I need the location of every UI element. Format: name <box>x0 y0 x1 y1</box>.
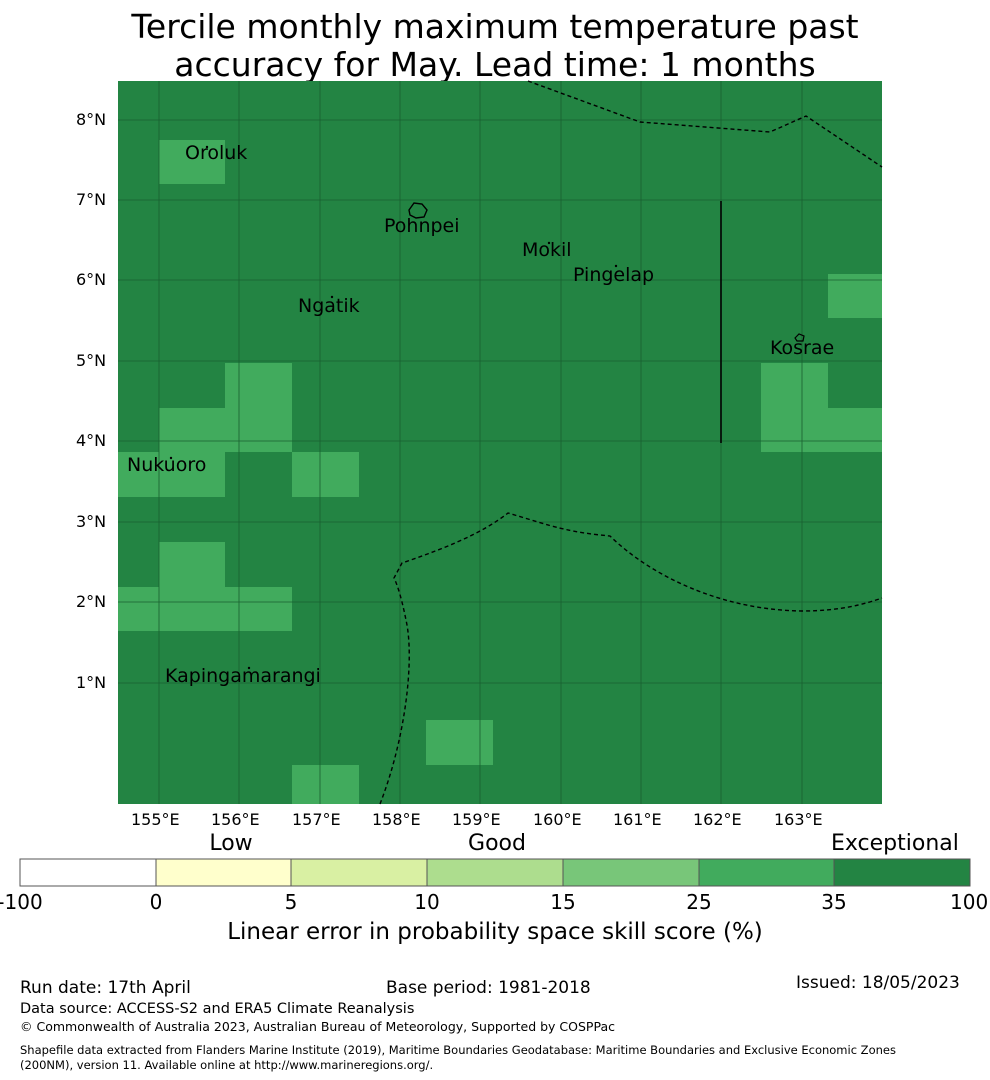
island-label-kapingamarangi: Kapingamarangi <box>165 665 321 687</box>
shapefile-credit-line1: Shapefile data extracted from Flanders M… <box>20 1043 896 1057</box>
copyright: © Commonwealth of Australia 2023, Austra… <box>20 1019 615 1034</box>
island-label-ngatik: Ngatik <box>298 295 360 317</box>
nukuoro-island-marker <box>169 456 173 460</box>
island-label-kosrae: Kosrae <box>770 337 835 359</box>
ngatik-island-marker <box>330 295 334 299</box>
island-label-pohnpei: Pohnpei <box>384 215 460 237</box>
legend-category-good: Good <box>468 831 526 856</box>
oroluk-island-marker <box>205 145 209 149</box>
lon-label-162e: 162°E <box>693 810 742 829</box>
lat-label-2n: 2°N <box>76 592 107 611</box>
lon-label-159e: 159°E <box>452 810 501 829</box>
lon-label-157e: 157°E <box>292 810 341 829</box>
lon-label-155e: 155°E <box>131 810 180 829</box>
issued-date: Issued: 18/05/2023 <box>796 973 960 993</box>
kosrae-island-outline <box>794 333 805 342</box>
legend-tick-35: 35 <box>821 890 847 914</box>
legend-tick-15: 15 <box>550 890 576 914</box>
lon-label-156e: 156°E <box>211 810 260 829</box>
legend-colorbar <box>19 858 971 887</box>
legend-tick-minus100: -100 <box>0 890 43 914</box>
lon-label-158e: 158°E <box>372 810 421 829</box>
data-source: Data source: ACCESS-S2 and ERA5 Climate … <box>20 1001 415 1017</box>
lat-label-4n: 4°N <box>76 431 107 450</box>
shapefile-credit-line2: (200NM), version 11. Available online at… <box>20 1058 434 1072</box>
eez-boundaries <box>379 80 883 805</box>
lat-label-8n: 8°N <box>76 110 107 129</box>
lon-label-161e: 161°E <box>613 810 662 829</box>
lat-label-1n: 1°N <box>76 673 107 692</box>
lon-label-163e: 163°E <box>774 810 823 829</box>
legend-tick-100: 100 <box>950 890 989 914</box>
legend-tick-5: 5 <box>284 890 298 914</box>
legend-tick-10: 10 <box>414 890 440 914</box>
kapinga-island-marker <box>247 666 251 670</box>
mokil-island-marker <box>547 241 551 245</box>
island-label-mokil: Mokil <box>522 239 572 261</box>
legend-axis-label: Linear error in probability space skill … <box>227 919 763 945</box>
legend-tick-25: 25 <box>686 890 712 914</box>
base-period: Base period: 1981-2018 <box>386 978 591 998</box>
lat-label-3n: 3°N <box>76 512 107 531</box>
lon-label-160e: 160°E <box>533 810 582 829</box>
island-label-pingelap: Pingelap <box>573 264 655 286</box>
lat-label-5n: 5°N <box>76 351 107 370</box>
island-label-oroluk: Oroluk <box>185 142 248 164</box>
pingelap-island-marker <box>614 264 618 268</box>
skill-cells-25-35 <box>118 140 882 804</box>
lat-label-6n: 6°N <box>76 270 107 289</box>
legend-category-low: Low <box>209 831 253 856</box>
pohnpei-island-outline <box>408 202 428 219</box>
island-label-nukuoro: Nukuoro <box>127 454 207 476</box>
map-title-line1: Tercile monthly maximum temperature past <box>131 7 859 46</box>
map-title-line2: accuracy for May. Lead time: 1 months <box>174 45 816 84</box>
legend-tick-0: 0 <box>149 890 163 914</box>
legend-category-exceptional: Exceptional <box>831 831 959 856</box>
run-date: Run date: 17th April <box>20 978 191 998</box>
lat-label-7n: 7°N <box>76 190 107 209</box>
